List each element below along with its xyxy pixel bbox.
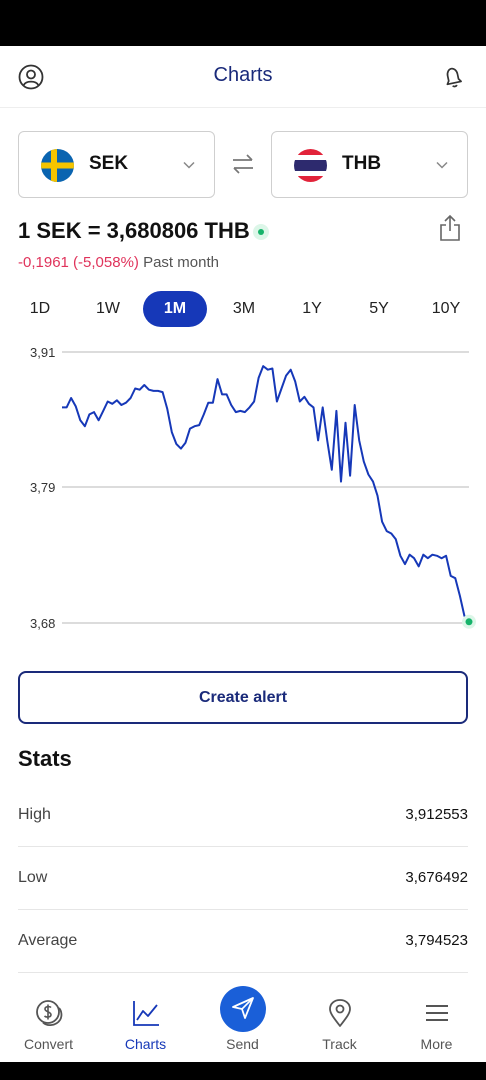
range-3m[interactable]: 3M (232, 300, 256, 317)
rate-period: Past month (143, 254, 219, 271)
page-title: Charts (213, 64, 273, 86)
stat-row-average: Average 3,794523 (18, 910, 468, 973)
range-1y[interactable]: 1Y (302, 300, 322, 317)
rate-change: -0,1961 (-5,058%) (18, 254, 139, 271)
y-tick-label: 3,91 (30, 345, 55, 360)
nav-charts[interactable]: Charts (97, 976, 194, 1062)
series-line (62, 365, 470, 623)
rate-chart[interactable]: 3,91 3,79 3,68 (0, 336, 486, 641)
swap-icon[interactable] (230, 152, 256, 176)
sweden-flag-icon (41, 149, 74, 182)
stat-value: 3,676492 (405, 869, 468, 886)
series-end-dot (465, 618, 473, 626)
bottom-nav: Convert Charts Send Track (0, 976, 486, 1062)
stat-value: 3,912553 (405, 806, 468, 823)
from-currency-code: SEK (89, 153, 129, 174)
stat-row-high: High 3,912553 (18, 784, 468, 847)
stat-row-low: Low 3,676492 (18, 847, 468, 910)
create-alert-button[interactable]: Create alert (18, 671, 468, 724)
range-1w[interactable]: 1W (96, 300, 120, 317)
range-1d[interactable]: 1D (29, 300, 51, 317)
app-screen: Charts SEK THB 1 SEK = (0, 46, 486, 1062)
bell-icon[interactable] (440, 64, 466, 90)
to-currency-code: THB (342, 153, 382, 174)
dollar-coins-icon (36, 1000, 63, 1026)
nav-label: Charts (124, 1036, 167, 1052)
send-icon (232, 997, 254, 1019)
top-bar: Charts (0, 46, 486, 108)
nav-convert[interactable]: Convert (0, 976, 97, 1062)
exchange-rate: 1 SEK = 3,680806 THB (18, 218, 250, 243)
to-currency-select[interactable]: THB (271, 131, 468, 198)
y-tick-label: 3,79 (30, 480, 55, 495)
navigation-bar (0, 1062, 486, 1080)
nav-label: Track (322, 1036, 357, 1052)
nav-send[interactable]: Send (194, 976, 291, 1062)
share-icon[interactable] (438, 214, 462, 242)
stat-value: 3,794523 (405, 932, 468, 949)
rate-change-line: -0,1961 (-5,058%) Past month (18, 254, 219, 271)
from-currency-select[interactable]: SEK (18, 131, 215, 198)
stat-label: Average (18, 932, 78, 949)
chevron-down-icon (183, 161, 195, 169)
range-tabs: 1D 1W 1M 3M 1Y 5Y 10Y (0, 291, 486, 327)
chevron-down-icon (436, 161, 448, 169)
thailand-flag-icon (294, 149, 327, 182)
menu-icon (426, 1005, 448, 1021)
range-5y[interactable]: 5Y (369, 300, 389, 317)
range-1m[interactable]: 1M (143, 291, 207, 327)
nav-track[interactable]: Track (291, 976, 388, 1062)
status-bar (0, 0, 486, 46)
nav-more[interactable]: More (388, 976, 485, 1062)
location-pin-icon (329, 999, 351, 1027)
stats-heading: Stats (18, 746, 72, 771)
live-indicator (253, 224, 269, 240)
stat-label: High (18, 806, 51, 823)
profile-icon[interactable] (18, 64, 44, 90)
stat-label: Low (18, 869, 48, 886)
y-tick-label: 3,68 (30, 616, 55, 631)
line-chart-icon (133, 1001, 159, 1026)
range-10y[interactable]: 10Y (431, 300, 461, 317)
nav-label: Convert (23, 1036, 74, 1052)
nav-label: Send (226, 1036, 259, 1052)
nav-label: More (420, 1036, 453, 1052)
